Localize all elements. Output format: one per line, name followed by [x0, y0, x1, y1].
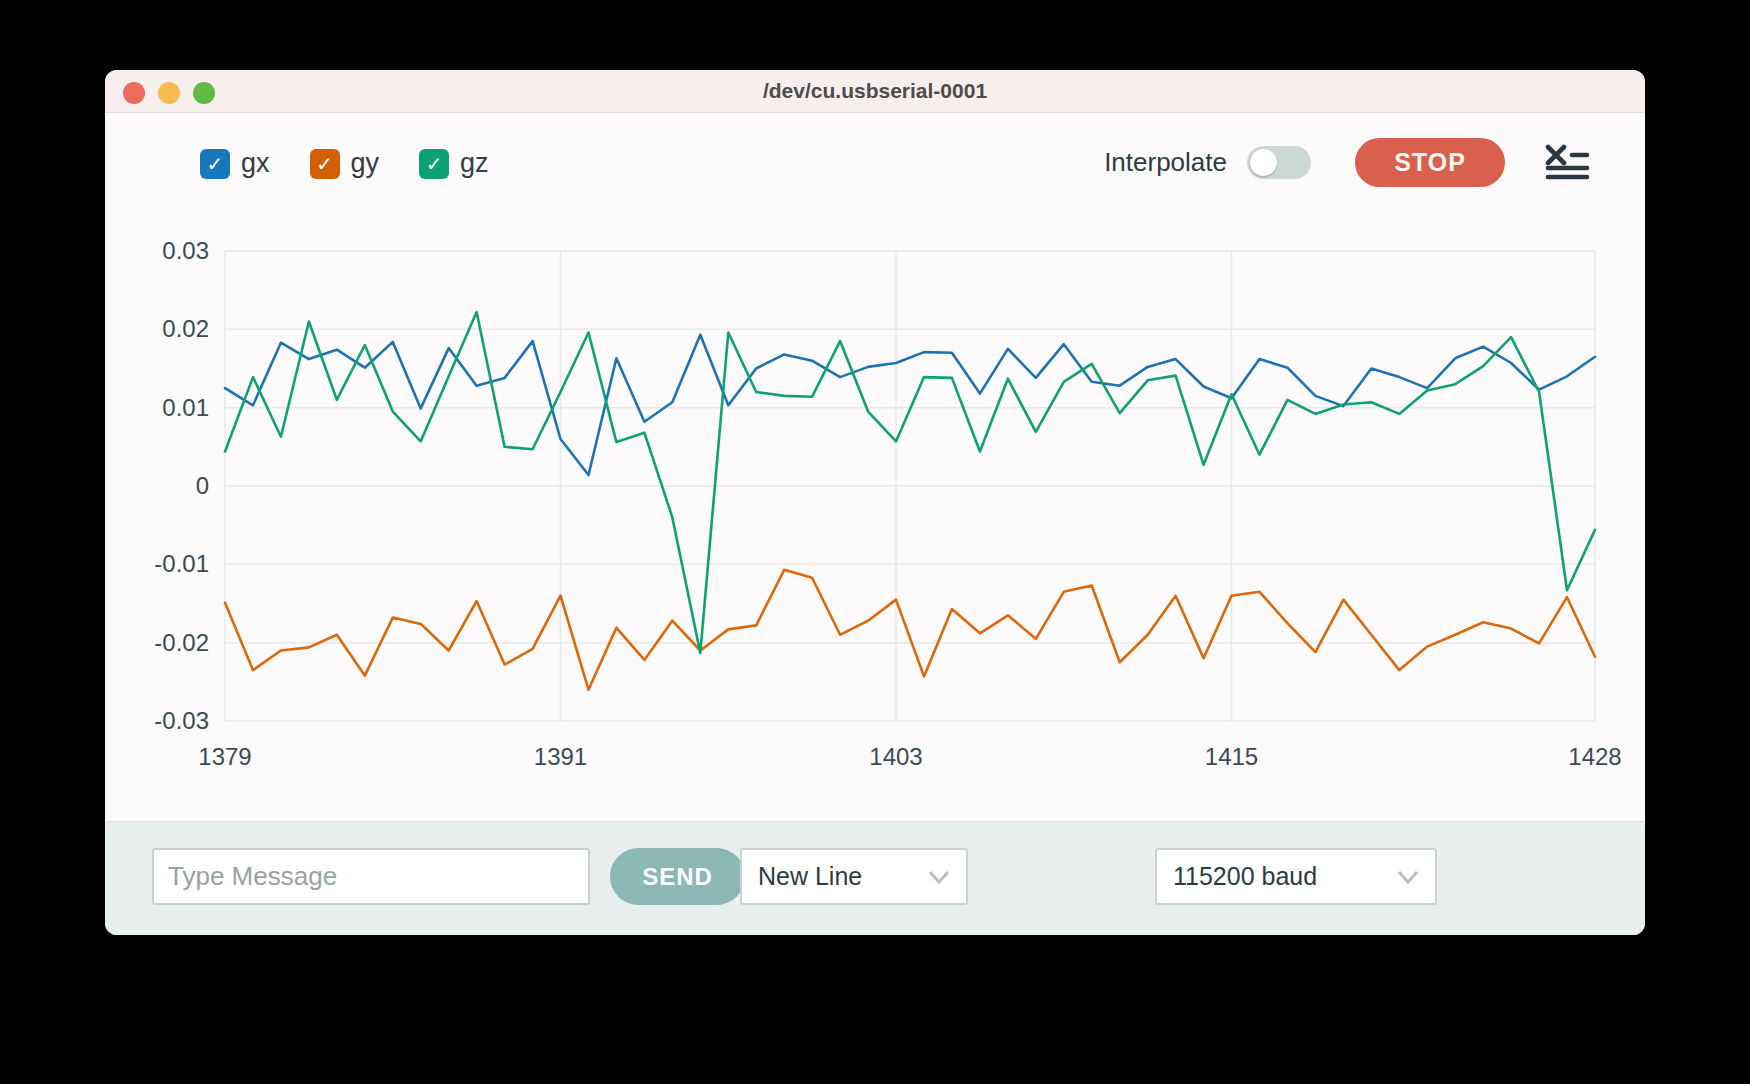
- clear-plot-list-icon[interactable]: [1545, 144, 1590, 180]
- stop-button[interactable]: STOP: [1355, 138, 1505, 187]
- interpolate-label: Interpolate: [1104, 147, 1227, 178]
- checkbox-gy[interactable]: ✓: [310, 149, 340, 179]
- svg-text:0.02: 0.02: [162, 315, 209, 342]
- legend-item-gx[interactable]: ✓ gx: [200, 148, 270, 179]
- window-title: /dev/cu.usbserial-0001: [763, 79, 987, 103]
- message-input[interactable]: [152, 848, 590, 905]
- zoom-button[interactable]: [193, 82, 215, 104]
- legend-item-gy[interactable]: ✓ gy: [310, 148, 380, 179]
- baud-rate-value: 115200 baud: [1173, 862, 1317, 891]
- svg-text:1403: 1403: [869, 743, 922, 770]
- chevron-down-icon: [1397, 870, 1419, 884]
- svg-text:0.03: 0.03: [162, 237, 209, 264]
- line-ending-value: New Line: [758, 862, 862, 891]
- legend-label-gy: gy: [351, 148, 380, 179]
- bottom-bar: SEND New Line 115200 baud: [105, 821, 1645, 935]
- svg-text:-0.01: -0.01: [154, 550, 209, 577]
- svg-text:1428: 1428: [1568, 743, 1621, 770]
- svg-text:1415: 1415: [1205, 743, 1258, 770]
- svg-text:1379: 1379: [198, 743, 251, 770]
- svg-text:-0.02: -0.02: [154, 629, 209, 656]
- toggle-knob: [1250, 149, 1277, 176]
- svg-text:0.01: 0.01: [162, 394, 209, 421]
- chevron-down-icon: [928, 870, 950, 884]
- traffic-lights: [123, 82, 215, 104]
- checkbox-gz[interactable]: ✓: [419, 149, 449, 179]
- svg-text:-0.03: -0.03: [154, 707, 209, 734]
- line-chart: 0.03 0.02 0.01 0 -0.01 -0.02 -0.03 1379 1391 1403…: [105, 220, 1645, 800]
- checkbox-gx[interactable]: ✓: [200, 149, 230, 179]
- svg-text:0: 0: [196, 472, 209, 499]
- titlebar: /dev/cu.usbserial-0001: [105, 70, 1645, 113]
- svg-text:1391: 1391: [534, 743, 587, 770]
- send-button[interactable]: SEND: [610, 848, 745, 905]
- legend-label-gx: gx: [241, 148, 270, 179]
- minimize-button[interactable]: [158, 82, 180, 104]
- legend-label-gz: gz: [460, 148, 489, 179]
- app-window: /dev/cu.usbserial-0001 ✓ gx ✓ gy ✓ gz Interpo…: [105, 70, 1645, 935]
- close-button[interactable]: [123, 82, 145, 104]
- legend-item-gz[interactable]: ✓ gz: [419, 148, 489, 179]
- interpolate-toggle[interactable]: [1247, 146, 1311, 179]
- series-legend: ✓ gx ✓ gy ✓ gz: [200, 148, 489, 179]
- line-ending-select[interactable]: New Line: [740, 848, 968, 905]
- baud-rate-select[interactable]: 115200 baud: [1155, 848, 1437, 905]
- top-controls: Interpolate STOP: [1104, 132, 1590, 192]
